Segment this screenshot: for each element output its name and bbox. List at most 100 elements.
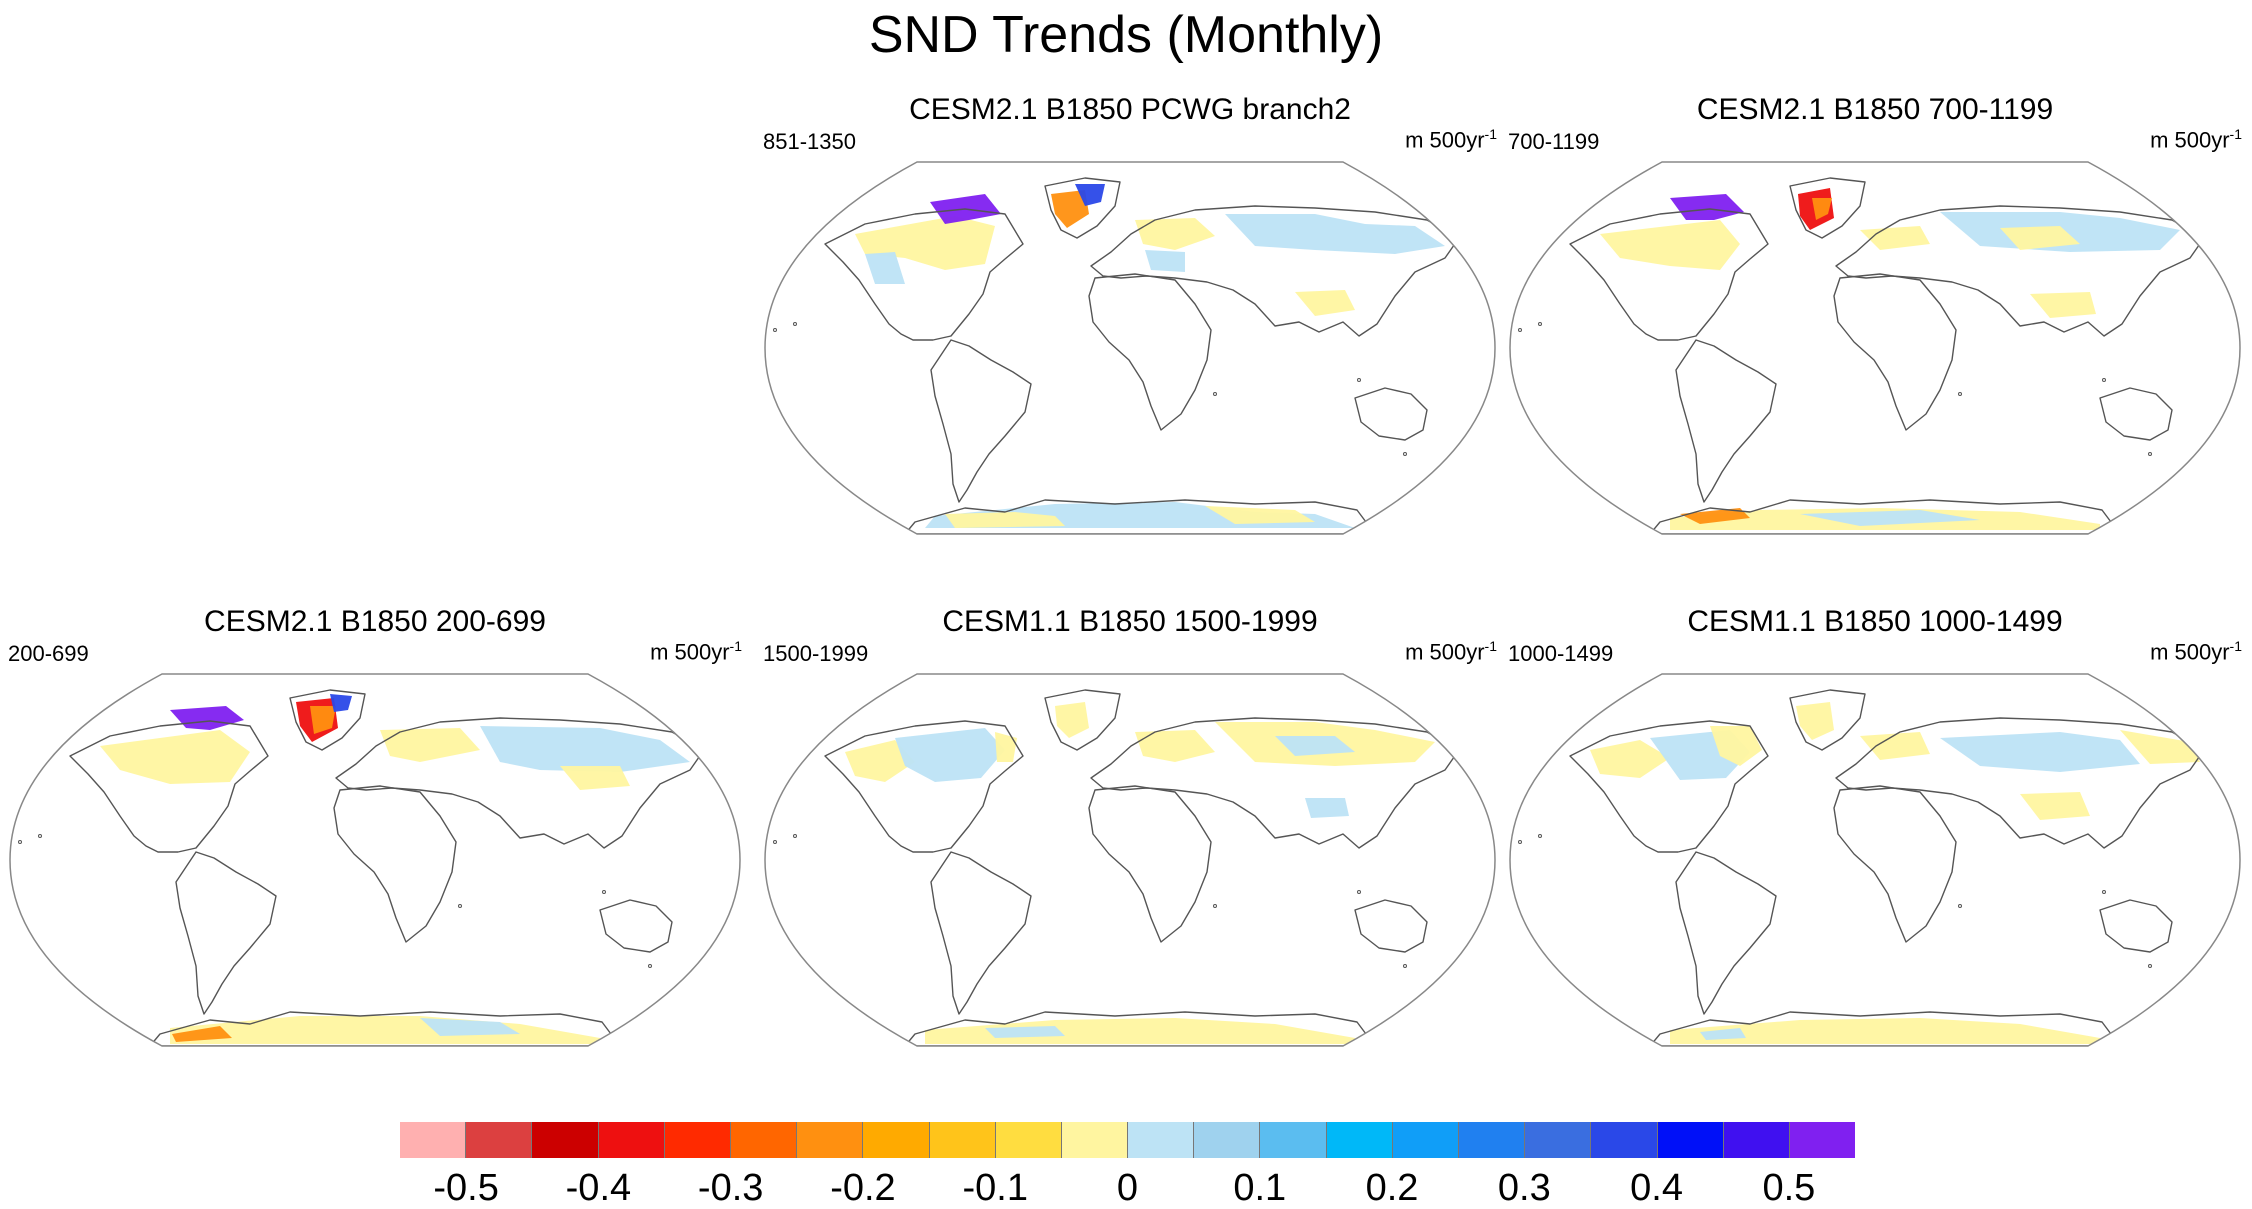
robinson-map <box>9 673 741 1047</box>
trend-patch <box>1590 740 1670 778</box>
island <box>1958 904 1962 908</box>
trend-patch <box>1075 184 1105 206</box>
map-border <box>764 161 1496 535</box>
trend-patch <box>865 252 905 284</box>
panel-period-label: 200-699 <box>8 641 89 666</box>
map-content <box>10 674 740 1046</box>
panel-units-label: m 500yr-1 <box>2150 638 2242 665</box>
trend-patch <box>2030 292 2096 318</box>
trend-patch <box>2000 226 2080 250</box>
map-panel-1500-1999: CESM1.1 B1850 1500-1999 1500-1999 m 500y… <box>755 604 1505 1054</box>
trend-patch <box>330 694 352 712</box>
trend-patch <box>1205 506 1315 524</box>
coastline-eurasia <box>1835 717 2205 849</box>
island <box>602 890 606 894</box>
colorbar-tick-label: 0.5 <box>1762 1167 1816 1209</box>
island <box>18 840 22 844</box>
coastline-greenland <box>1789 689 1866 751</box>
coastline-australia <box>599 899 673 953</box>
trend-patch <box>1275 736 1355 756</box>
coastline-samerica <box>1675 851 1777 1015</box>
trend-patch <box>1800 510 1980 526</box>
colorbar-swatch <box>532 1122 599 1158</box>
panel-title: CESM1.1 B1850 1000-1499 <box>1687 605 2063 638</box>
colorbar-swatch <box>598 1122 665 1158</box>
trend-patch <box>560 766 630 790</box>
trend-patch <box>985 1026 1065 1038</box>
colorbar-swatch <box>664 1122 731 1158</box>
island <box>458 904 462 908</box>
colorbar-swatch <box>1459 1122 1526 1158</box>
coastline-antarctica <box>904 499 1376 534</box>
colorbar-tick-label: 0.4 <box>1630 1167 1683 1209</box>
trend-patch <box>310 706 336 734</box>
colorbar-swatch <box>1591 1122 1658 1158</box>
coastline-antarctica <box>149 1011 621 1046</box>
panel-period-label: 700-1199 <box>1508 129 1600 154</box>
panel-units-label: m 500yr-1 <box>650 638 742 665</box>
coastline-australia <box>2099 387 2173 441</box>
colorbar-swatch <box>1392 1122 1459 1158</box>
colorbar-tick-label: 0.3 <box>1497 1167 1551 1209</box>
trend-patch <box>1940 732 2140 772</box>
colorbar-tick-label: -0.5 <box>433 1167 499 1209</box>
colorbar-swatch <box>400 1122 467 1158</box>
trend-patch <box>925 1018 1355 1044</box>
island <box>1518 328 1522 332</box>
island <box>2102 890 2106 894</box>
island <box>1518 840 1522 844</box>
colorbar-tick-label: -0.2 <box>830 1167 896 1209</box>
island <box>2148 452 2152 456</box>
coastline-greenland <box>1789 177 1866 239</box>
island <box>1213 392 1217 396</box>
panel-title: CESM2.1 B1850 PCWG branch2 <box>909 93 1351 126</box>
trend-patch <box>1145 250 1185 272</box>
coastline-eurasia <box>1090 717 1460 849</box>
colorbar-tick-label: 0 <box>1116 1167 1139 1209</box>
coastline-namerica <box>824 208 1024 341</box>
coastline-eurasia <box>335 717 705 849</box>
map-content <box>1510 162 2240 534</box>
colorbar-swatch <box>1128 1122 1195 1158</box>
island <box>1403 964 1407 968</box>
trend-patch <box>1295 290 1355 316</box>
robinson-map <box>1509 673 2241 1047</box>
trend-patch <box>1860 732 1930 760</box>
colorbar-swatch <box>466 1122 533 1158</box>
map-panel-700-1199: CESM2.1 B1850 700-1199 700-1199 m 500yr-… <box>1500 92 2250 542</box>
colorbar-tick-label: -0.1 <box>962 1167 1028 1209</box>
island <box>1357 378 1361 382</box>
trend-patch <box>1700 1028 1746 1040</box>
coastline-africa <box>1833 273 1957 431</box>
panel-period-label: 1500-1999 <box>763 641 869 666</box>
map-border <box>764 673 1496 1047</box>
coastline-australia <box>1354 387 1428 441</box>
panel-title: CESM2.1 B1850 200-699 <box>204 605 546 638</box>
coastline-australia <box>1354 899 1428 953</box>
panel-units-label: m 500yr-1 <box>1405 126 1497 153</box>
trend-patch <box>100 730 250 784</box>
panel-title: CESM1.1 B1850 1500-1999 <box>942 605 1318 638</box>
colorbar-swatch <box>1789 1122 1856 1158</box>
colorbar-tick-label: -0.4 <box>565 1167 632 1209</box>
coastline-australia <box>2099 899 2173 953</box>
trend-patch <box>1670 194 1744 220</box>
coastline-africa <box>1088 273 1212 431</box>
coastline-namerica <box>1569 720 1769 853</box>
trend-patch <box>995 732 1017 762</box>
trend-patch <box>1135 218 1215 250</box>
trend-patch <box>895 728 1005 782</box>
coastline-samerica <box>930 339 1032 503</box>
trend-patch <box>1812 198 1832 220</box>
trend-patch <box>1135 730 1215 762</box>
figure-title: SND Trends (Monthly) <box>868 6 1384 64</box>
coastline-greenland <box>289 689 366 751</box>
island <box>1357 890 1361 894</box>
colorbar-swatch <box>1326 1122 1393 1158</box>
colorbar-swatch <box>1657 1122 1724 1158</box>
coastline-namerica <box>1569 208 1769 341</box>
colorbar-swatch <box>1061 1122 1129 1158</box>
colorbar-tick-label: 0.1 <box>1233 1167 1287 1209</box>
robinson-map <box>764 161 1496 535</box>
trend-patch <box>845 740 915 782</box>
